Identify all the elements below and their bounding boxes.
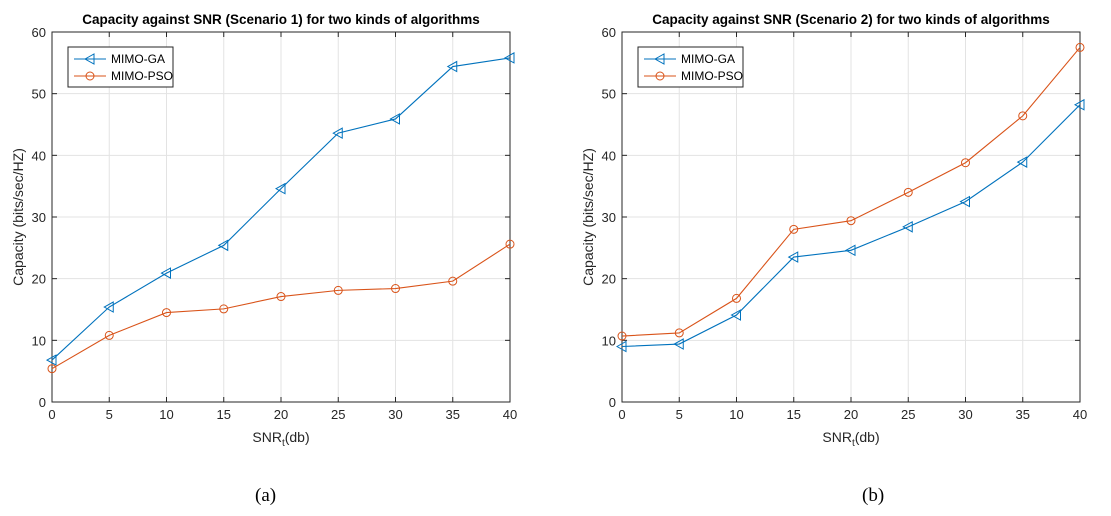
chart-b-legend-box (637, 46, 744, 88)
chart-b-x-tick-label: 40 (1073, 407, 1087, 422)
chart-b-svg: 0 5 10 15 20 25 30 35 40 0 10 20 30 40 50 60 Capacity ag… (580, 12, 1087, 449)
chart-b-title: Capacity against SNR (Scenario 2) for tw… (652, 12, 1050, 27)
chart-a-data-point-2 (104, 330, 114, 340)
chart-a-data-point-1 (160, 267, 171, 279)
chart-b-x-tick-label: 0 (618, 407, 625, 422)
chart-a-data-point-1 (274, 182, 286, 195)
chart-b-legend-marker-2 (655, 71, 665, 81)
chart-a-svg: 0 5 10 15 20 25 30 35 40 0 10 20 30 40 50 60 Capacity ag… (10, 12, 517, 449)
chart-a-data-point-2 (47, 364, 57, 374)
chart-a-y-tick-label: 30 (32, 210, 46, 225)
chart-a-legend-marker-1 (83, 53, 95, 65)
chart-b-data-point-1 (673, 338, 684, 350)
chart-b-legend-marker-1 (653, 53, 665, 65)
chart-b-data-point-1 (1016, 156, 1028, 168)
chart-b-data-point-2 (903, 187, 913, 197)
chart-a-y-tick-label: 40 (32, 148, 46, 163)
chart-a-title: Capacity against SNR (Scenario 1) for tw… (82, 12, 480, 27)
chart-a-data-point-2 (219, 304, 229, 314)
chart-a-data-point-1 (217, 239, 229, 252)
chart-b-data-point-2 (732, 293, 741, 303)
chart-a-series-line-1 (51, 57, 511, 361)
chart-b-data-point-1 (902, 221, 913, 233)
chart-b-data-point-1 (844, 244, 856, 257)
chart-b-series-line-1 (621, 104, 1081, 348)
chart-panel-a: 0 5 10 15 20 25 30 35 40 0 10 20 30 40 50 60 Capacity ag… (0, 0, 540, 516)
chart-a-x-tick-label: 0 (48, 407, 55, 422)
chart-b-legend-label-2: MIMO-PSO (681, 69, 743, 83)
chart-a-x-tick-label: 5 (106, 407, 113, 422)
chart-a-data-point-1 (45, 354, 57, 366)
chart-b-data-point-2 (846, 216, 856, 226)
chart-a-x-tick-label: 30 (388, 407, 402, 422)
chart-b-y-tick-label: 0 (609, 395, 616, 410)
chart-a-data-point-1 (103, 301, 114, 313)
chart-b-data-point-1 (1073, 98, 1085, 111)
chart-b-data-point-2 (961, 158, 970, 168)
chart-a-legend-label-2: MIMO-PSO (111, 69, 173, 83)
chart-b-x-tick-label: 25 (901, 407, 915, 422)
chart-a-x-tick-label: 20 (274, 407, 288, 422)
chart-a-series-line-2 (51, 243, 511, 370)
chart-a-data-point-1 (332, 127, 343, 139)
chart-b-legend-label-1: MIMO-GA (681, 52, 735, 66)
chart-b-x-tick-label: 20 (844, 407, 858, 422)
chart-b-x-tick-label: 15 (787, 407, 801, 422)
chart-b-data-point-1 (787, 251, 799, 263)
chart-a-data-point-2 (448, 276, 458, 286)
chart-a-x-tick-label: 10 (159, 407, 173, 422)
chart-b-y-tick-label: 60 (602, 25, 616, 40)
chart-a-data-point-1 (446, 60, 458, 73)
chart-a-x-tick-label: 35 (446, 407, 460, 422)
chart-a-y-tick-label: 60 (32, 25, 46, 40)
chart-a-data-point-2 (333, 285, 343, 295)
chart-a-y-tick-label: 0 (39, 395, 46, 410)
chart-a-data-point-2 (391, 284, 400, 294)
chart-b-x-tick-label: 30 (958, 407, 972, 422)
chart-a-x-axis-label: SNRt(db) (252, 429, 309, 449)
chart-a-data-point-1 (503, 52, 515, 64)
chart-a-legend-box (67, 46, 174, 88)
chart-a-y-tick-label: 50 (32, 87, 46, 102)
chart-a-legend-label-1: MIMO-GA (111, 52, 165, 66)
chart-a-x-tick-label: 40 (503, 407, 517, 422)
chart-a-y-axis-label: Capacity (bits/sec/HZ) (10, 148, 26, 286)
chart-b-data-point-2 (1018, 111, 1028, 121)
chart-b-x-axis-label: SNRt(db) (822, 429, 879, 449)
chart-b-x-tick-label: 35 (1016, 407, 1030, 422)
chart-b-x-tick-label: 10 (729, 407, 743, 422)
chart-a-x-tick-label: 15 (217, 407, 231, 422)
chart-b-data-point-2 (1075, 42, 1085, 52)
chart-a-data-point-1 (389, 113, 400, 125)
chart-a-legend-marker-2 (85, 71, 95, 81)
chart-b-series-line-2 (621, 47, 1081, 337)
chart-b-data-point-2 (617, 331, 627, 341)
chart-a-data-point-2 (276, 292, 286, 302)
chart-b-y-tick-label: 20 (602, 272, 616, 287)
chart-b-data-point-1 (730, 309, 741, 321)
chart-b-data-point-1 (959, 195, 970, 208)
caption-a: (a) (255, 485, 277, 506)
chart-a-x-tick-label: 25 (331, 407, 345, 422)
chart-a-data-point-2 (162, 308, 171, 318)
chart-b-x-tick-label: 5 (676, 407, 683, 422)
chart-b-y-tick-label: 40 (602, 148, 616, 163)
caption-b: (b) (862, 485, 885, 506)
chart-a-data-point-2 (505, 239, 515, 249)
chart-panel-b: 0 5 10 15 20 25 30 35 40 0 10 20 30 40 50 60 Capacity ag… (570, 0, 1111, 516)
chart-b-data-point-2 (789, 224, 799, 234)
chart-b-y-axis-label: Capacity (bits/sec/HZ) (580, 148, 596, 286)
chart-b-y-tick-label: 10 (602, 333, 616, 348)
chart-b-data-point-1 (615, 340, 627, 353)
chart-b-y-tick-label: 30 (602, 210, 616, 225)
chart-a-y-tick-label: 10 (32, 333, 46, 348)
chart-b-data-point-2 (674, 328, 684, 338)
chart-b-y-tick-label: 50 (602, 87, 616, 102)
chart-a-y-tick-label: 20 (32, 272, 46, 287)
